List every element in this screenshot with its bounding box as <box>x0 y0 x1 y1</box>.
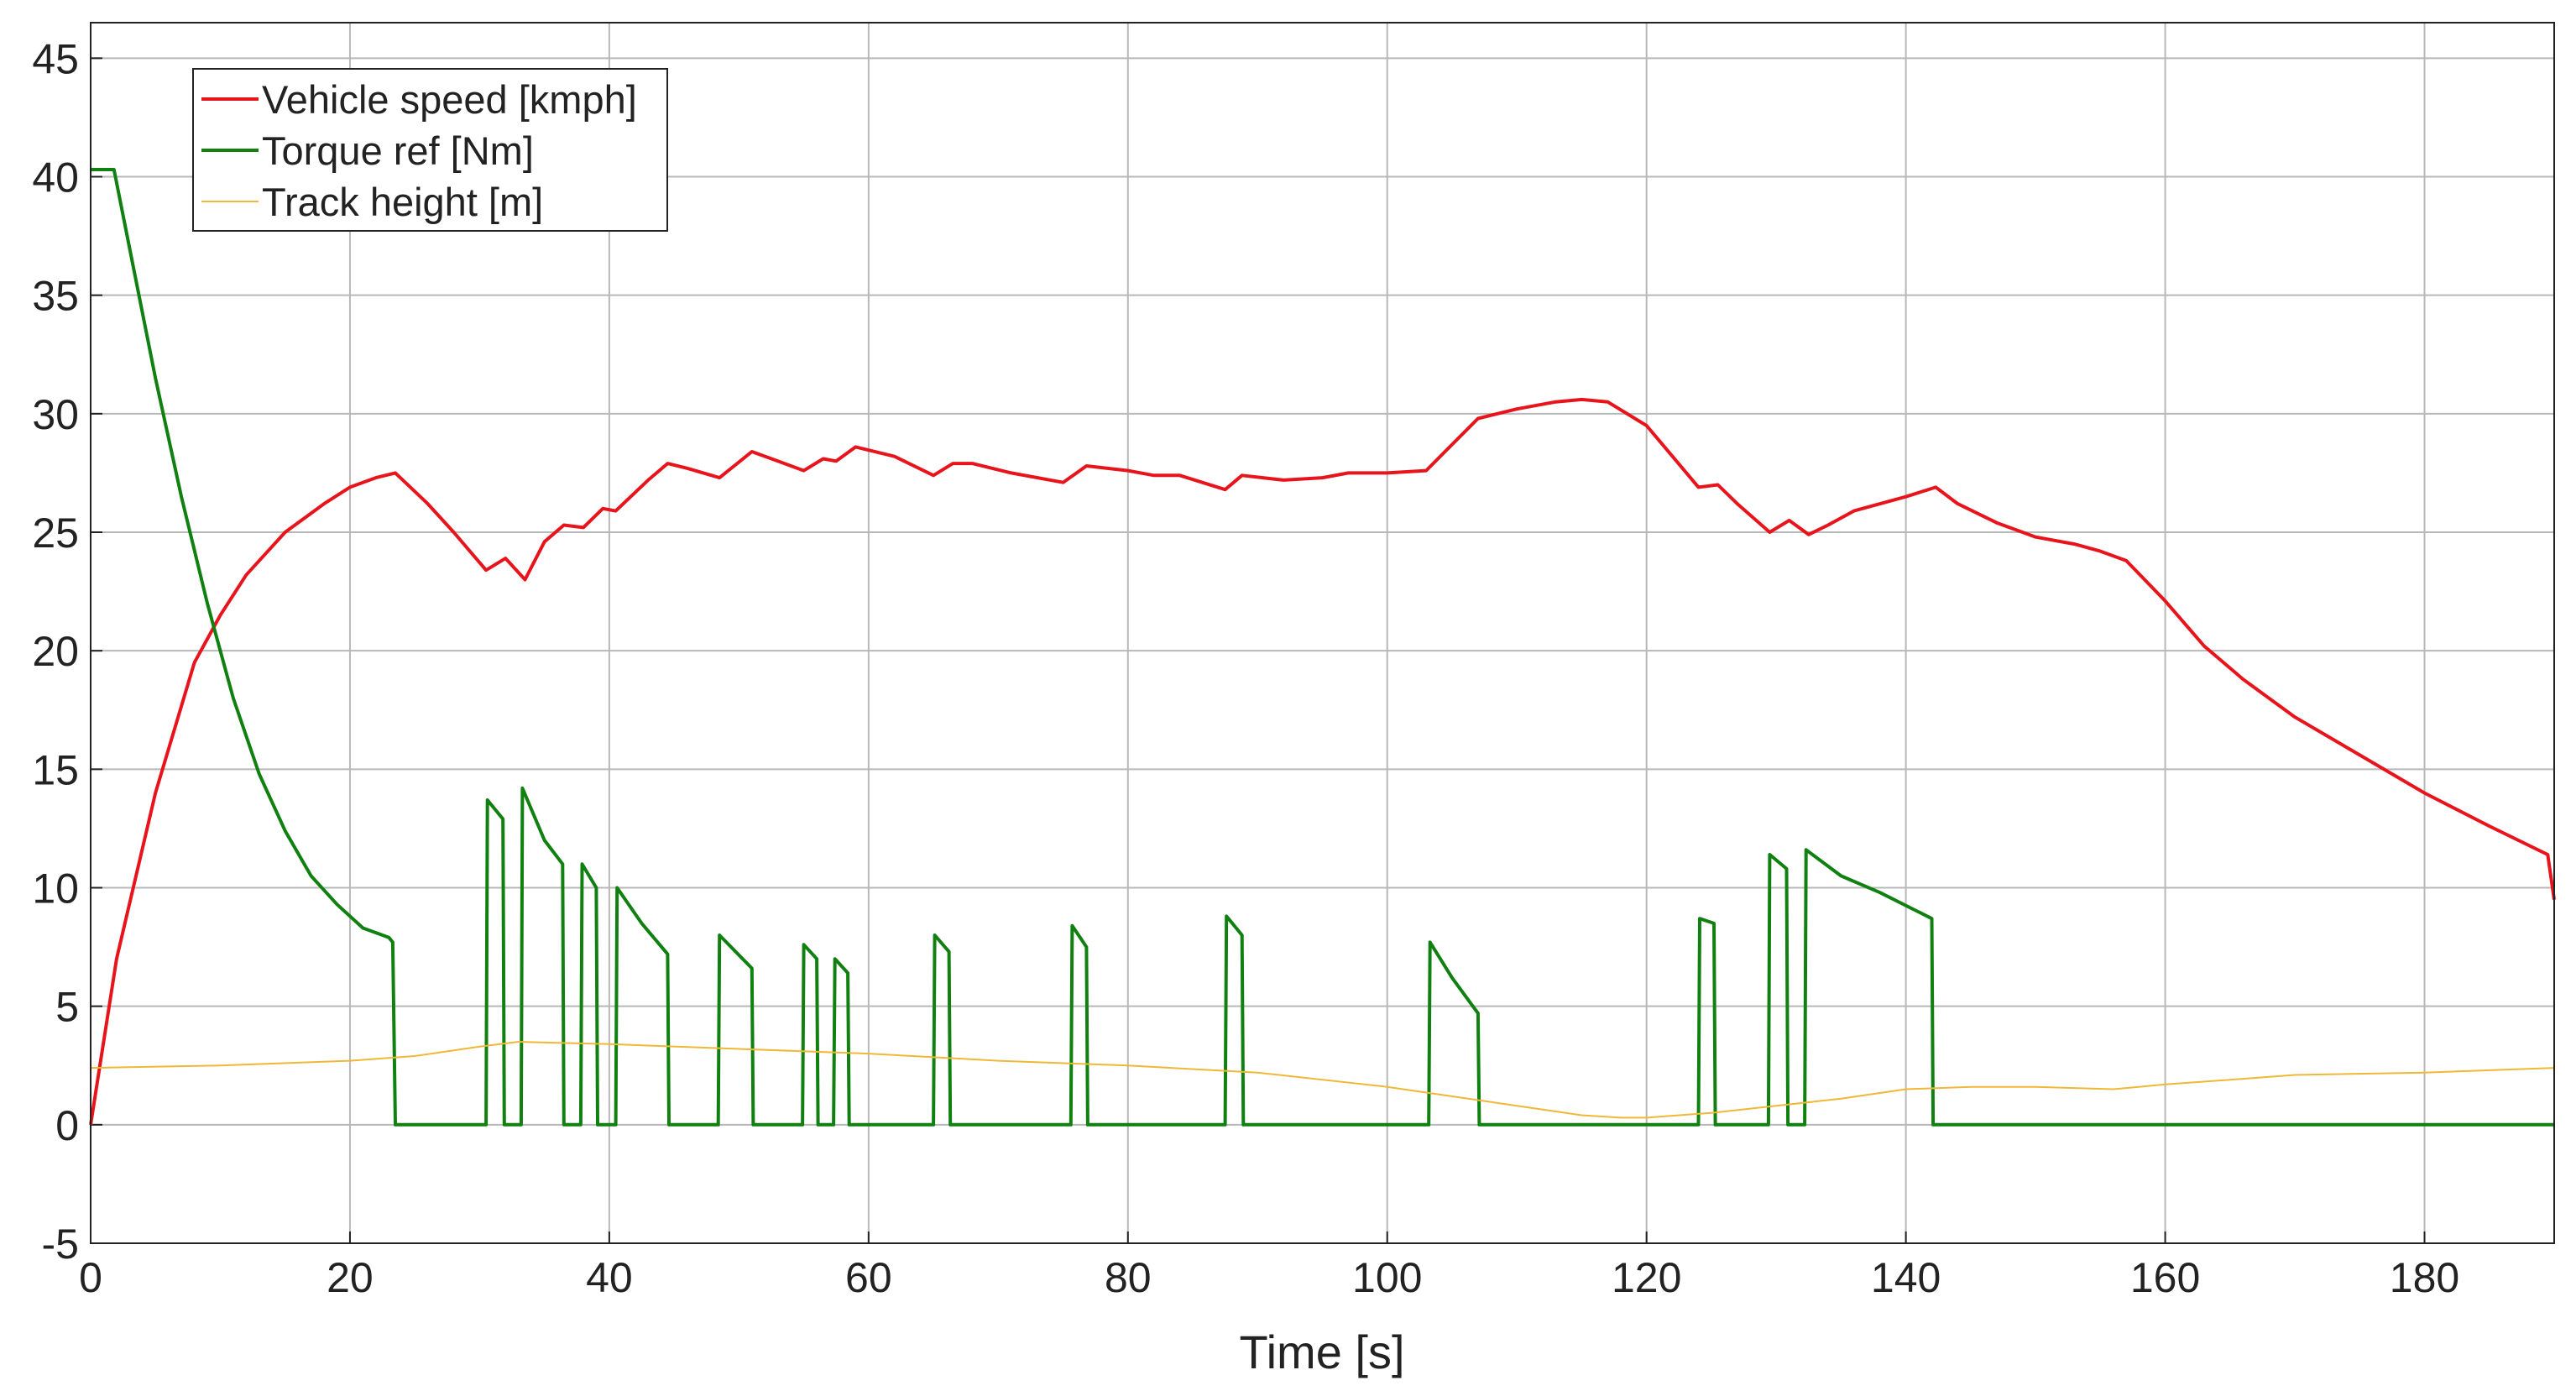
legend-label: Vehicle speed [kmph] <box>262 77 637 122</box>
y-tick-label: 35 <box>32 273 79 320</box>
y-tick-label: 15 <box>32 746 79 793</box>
y-tick-label: 20 <box>32 628 79 675</box>
x-tick-label: 160 <box>2130 1254 2200 1301</box>
x-axis-label: Time [s] <box>1239 1326 1404 1378</box>
y-tick-label: 0 <box>55 1102 79 1149</box>
series-line <box>90 1041 2555 1119</box>
y-tick-label: 25 <box>32 510 79 557</box>
x-tick-label: 100 <box>1352 1254 1422 1301</box>
x-tick-label: 0 <box>79 1254 102 1301</box>
y-tick-label: 30 <box>32 391 79 438</box>
legend-box <box>192 68 668 232</box>
x-tick-label: 120 <box>1612 1254 1681 1301</box>
x-tick-label: 20 <box>327 1254 374 1301</box>
x-tick-label: 60 <box>845 1254 892 1301</box>
series-line <box>89 397 2556 1126</box>
legend-label: Torque ref [Nm] <box>262 128 534 173</box>
plot-frame <box>90 22 2555 1244</box>
legend-label: Track height [m] <box>262 180 543 224</box>
x-tick-label: 80 <box>1105 1254 1152 1301</box>
series-line <box>91 168 2554 1127</box>
x-tick-label: 180 <box>2390 1254 2459 1301</box>
y-tick-label: 45 <box>32 35 79 82</box>
y-tick-label: 10 <box>32 865 79 913</box>
x-tick-label: 140 <box>1871 1254 1941 1301</box>
legend: Vehicle speed [kmph] Torque ref [Nm] Track… <box>192 68 668 232</box>
y-tick-label: -5 <box>42 1221 79 1268</box>
y-tick-label: 40 <box>32 154 79 201</box>
y-tick-label: 5 <box>55 984 79 1031</box>
x-tick-label: 40 <box>586 1254 633 1301</box>
